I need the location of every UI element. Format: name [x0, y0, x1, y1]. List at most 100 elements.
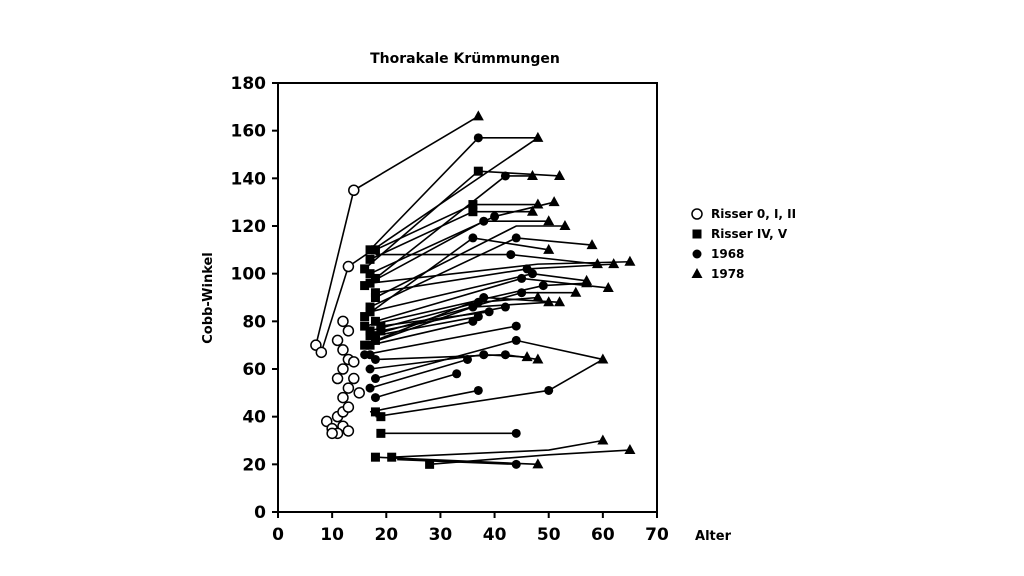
- square-marker: [365, 269, 375, 279]
- open-circle-marker: [337, 344, 349, 356]
- y-tick-label: 0: [254, 503, 266, 523]
- filled-circle-marker: [517, 288, 527, 298]
- square-marker: [376, 321, 386, 331]
- filled-circle-marker: [527, 269, 537, 279]
- square-marker: [360, 312, 370, 322]
- series-line: [364, 325, 517, 356]
- legend-marker-triangle: [691, 268, 703, 278]
- series-lines: [315, 115, 630, 466]
- legend-marker-square: [692, 229, 702, 239]
- open-circle-marker: [337, 391, 349, 404]
- square-marker: [370, 407, 380, 417]
- triangle-marker: [602, 281, 614, 292]
- filled-circle-marker: [484, 307, 494, 317]
- filled-circle-marker: [452, 369, 462, 379]
- series-line: [369, 389, 479, 413]
- series-line: [380, 306, 506, 332]
- open-circle-marker: [337, 363, 349, 375]
- open-circle-marker: [331, 334, 344, 347]
- triangle-marker: [591, 258, 603, 269]
- legend-label: 1968: [711, 247, 744, 261]
- filled-circle-marker: [468, 233, 478, 243]
- filled-circle-marker: [511, 335, 521, 345]
- square-marker: [365, 278, 375, 288]
- y-tick-label: 180: [231, 74, 267, 94]
- x-tick-label: 10: [320, 525, 344, 545]
- legend-label: Risser 0, I, II: [711, 207, 796, 221]
- open-circle-marker: [342, 401, 355, 413]
- square-marker: [365, 245, 375, 255]
- filled-circle-marker: [511, 233, 521, 243]
- square-marker: [365, 302, 375, 312]
- square-marker: [376, 428, 386, 438]
- plot-area: [277, 82, 658, 513]
- filled-circle-marker: [479, 350, 489, 360]
- x-tick-label: 30: [429, 525, 453, 545]
- triangle-marker: [586, 239, 598, 250]
- square-marker: [360, 264, 370, 274]
- triangle-marker: [543, 296, 555, 307]
- triangle-marker: [597, 434, 609, 445]
- square-marker: [468, 200, 478, 210]
- square-marker: [360, 340, 370, 350]
- series-line: [369, 320, 474, 346]
- y-tick-label: 120: [231, 217, 267, 237]
- x-tick-label: 20: [374, 525, 398, 545]
- filled-circle-marker: [365, 383, 375, 393]
- open-circle-marker: [337, 315, 349, 328]
- triangle-marker: [526, 169, 538, 180]
- series-line: [391, 439, 603, 458]
- filled-circle-marker: [500, 302, 510, 312]
- legend-marker-open-circle: [691, 208, 703, 220]
- data-markers: [310, 110, 636, 469]
- square-marker: [360, 281, 370, 291]
- square-marker: [370, 293, 380, 302]
- triangle-marker: [554, 296, 566, 307]
- y-tick-label: 100: [231, 265, 267, 285]
- triangle-marker: [581, 277, 593, 288]
- filled-circle-marker: [473, 297, 483, 307]
- filled-circle-marker: [538, 281, 548, 291]
- square-marker: [365, 307, 375, 317]
- square-marker: [473, 166, 483, 176]
- triangle-marker: [543, 243, 555, 254]
- y-tick-label: 60: [242, 360, 266, 380]
- triangle-marker: [532, 198, 544, 209]
- filled-circle-marker: [468, 316, 478, 326]
- triangle-marker: [526, 205, 538, 216]
- open-circle-marker: [348, 184, 360, 196]
- square-marker: [468, 207, 478, 217]
- square-marker: [365, 326, 375, 336]
- triangle-marker: [521, 351, 533, 362]
- x-tick-label: 50: [537, 525, 561, 545]
- y-tick-label: 80: [242, 312, 266, 332]
- triangle-marker: [532, 458, 544, 469]
- filled-circle-marker: [473, 385, 483, 395]
- square-marker: [376, 326, 386, 336]
- open-circle-marker: [331, 372, 344, 385]
- square-marker: [365, 331, 375, 341]
- filled-circle-marker: [370, 354, 380, 364]
- square-marker: [387, 452, 397, 462]
- legend-label: Risser IV, V: [711, 227, 788, 241]
- filled-circle-marker: [370, 393, 380, 403]
- square-marker: [370, 273, 380, 283]
- series-line: [315, 190, 355, 346]
- square-marker: [425, 459, 435, 469]
- y-axis-label: Cobb-Winkel: [201, 252, 216, 344]
- square-marker: [370, 245, 380, 255]
- filled-circle-marker: [544, 385, 554, 395]
- x-tick-label: 70: [645, 525, 669, 545]
- triangle-marker: [624, 444, 636, 455]
- open-circle-marker: [348, 356, 360, 368]
- open-circle-marker: [353, 387, 365, 399]
- filled-circle-marker: [500, 171, 510, 181]
- legend: Risser 0, I, II Risser IV, V 1968 1978: [691, 207, 796, 281]
- filled-circle-marker: [490, 211, 500, 221]
- square-marker: [376, 412, 386, 422]
- square-marker: [370, 335, 380, 345]
- triangle-marker: [608, 258, 620, 269]
- series-line: [397, 458, 517, 466]
- axis-ticks: 0 20 40 60 80 100 120 140 160 180 0 10 20 30 40 50 60 70: [231, 74, 669, 545]
